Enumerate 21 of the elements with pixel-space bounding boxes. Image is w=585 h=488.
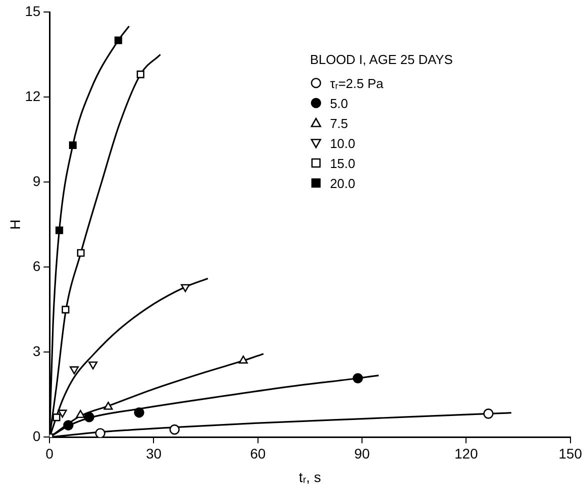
y-tick-label: 9 — [32, 172, 41, 189]
legend-title: BLOOD I, AGE 25 DAYS — [310, 52, 453, 67]
x-tick-label: 120 — [454, 445, 478, 462]
legend-label: 15.0 — [330, 156, 356, 170]
y-tick-label: 3 — [32, 343, 41, 360]
y-tick-label: 12 — [24, 88, 41, 104]
x-tick-label: 150 — [558, 445, 582, 462]
legend-label: 5.0 — [330, 96, 348, 110]
legend-label: τᵣ=2.5 Pa — [330, 76, 384, 90]
x-tick-label: 0 — [46, 445, 54, 462]
legend-label: 10.0 — [330, 136, 356, 150]
y-axis-title: H — [7, 220, 23, 230]
y-tick-label: 6 — [32, 258, 41, 274]
legend-label: 7.5 — [330, 116, 348, 130]
y-tick-label: 15 — [24, 2, 41, 19]
legend-label: 20.0 — [330, 176, 356, 190]
x-tick-label: 60 — [250, 445, 266, 462]
x-tick-label: 90 — [354, 445, 370, 462]
x-tick-label: 30 — [146, 445, 162, 462]
y-tick-label: 0 — [32, 428, 41, 444]
x-axis-title: tᵣ, s — [298, 469, 321, 485]
